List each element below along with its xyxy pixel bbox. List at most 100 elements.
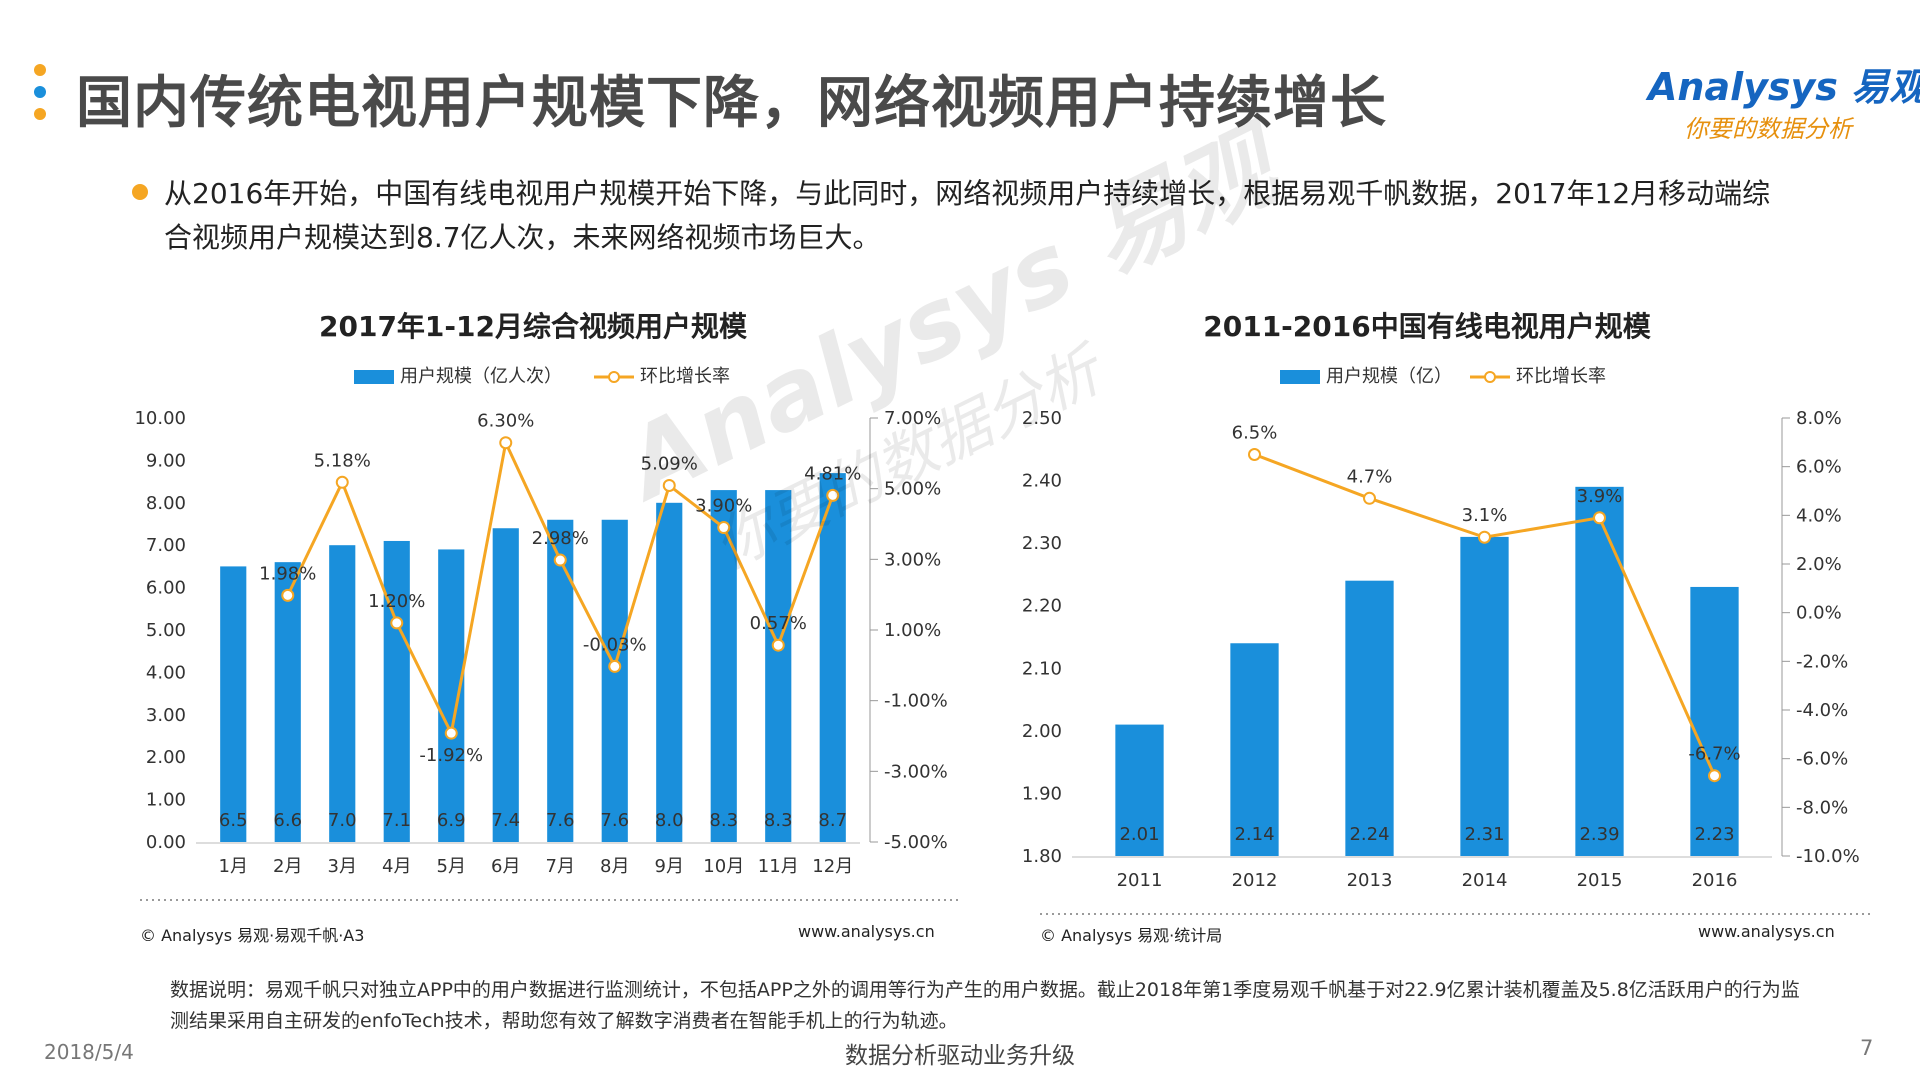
chart-title: 2017年1-12月综合视频用户规模	[319, 310, 748, 343]
summary-text: 从2016年开始，中国有线电视用户规模开始下降，与此同时，网络视频用户持续增长，…	[164, 177, 1771, 254]
bar-value-label: 7.6	[546, 810, 575, 831]
y-left-tick: 2.00	[1022, 721, 1062, 742]
bar-value-label: 2.24	[1349, 824, 1389, 845]
legend-bar-label: 用户规模（亿人次）	[400, 366, 562, 387]
bar-value-label: 8.7	[818, 810, 847, 831]
x-tick: 7月	[546, 856, 575, 877]
x-tick: 2016	[1692, 870, 1738, 891]
growth-label: -6.7%	[1688, 744, 1740, 765]
y-left-tick: 2.30	[1022, 533, 1062, 554]
bar	[329, 545, 356, 842]
legend-bar-swatch	[1280, 370, 1320, 384]
x-tick: 11月	[758, 856, 799, 877]
y-left-tick: 2.20	[1022, 596, 1062, 617]
x-tick: 3月	[328, 856, 357, 877]
growth-label: 1.20%	[368, 591, 425, 612]
x-tick: 4月	[382, 856, 411, 877]
growth-label: 1.98%	[259, 563, 316, 584]
bar	[1345, 580, 1394, 856]
y-left-tick: 1.80	[1022, 846, 1062, 867]
y-right-tick: 6.0%	[1796, 457, 1842, 478]
bar-value-label: 6.6	[273, 810, 302, 831]
growth-point	[335, 475, 349, 489]
bar-value-label: 6.5	[219, 810, 248, 831]
growth-label: 5.09%	[641, 453, 698, 474]
bar	[601, 519, 628, 842]
y-left-tick: 5.00	[146, 620, 186, 641]
x-tick: 2014	[1462, 870, 1508, 891]
bar-value-label: 8.3	[709, 810, 738, 831]
x-tick: 12月	[812, 856, 853, 877]
legend-line-marker	[608, 371, 620, 383]
bar	[1575, 486, 1624, 856]
bar	[492, 528, 519, 842]
bar	[438, 549, 465, 842]
growth-label: 4.81%	[804, 463, 861, 484]
growth-label: 0.57%	[750, 613, 807, 634]
x-tick: 10月	[703, 856, 744, 877]
dot-orange-bottom	[34, 108, 46, 120]
x-tick: 5月	[437, 856, 466, 877]
bullet-dot-icon	[132, 184, 148, 200]
y-right-tick: 3.00%	[884, 549, 941, 570]
growth-label: 3.90%	[695, 496, 752, 517]
chart2-source: © Analysys 易观·统计局	[1040, 926, 1223, 945]
x-tick: 2015	[1577, 870, 1623, 891]
y-right-tick: -6.0%	[1796, 749, 1848, 770]
x-tick: 8月	[600, 856, 629, 877]
y-left-tick: 9.00	[146, 450, 186, 471]
bar-value-label: 7.6	[600, 810, 629, 831]
y-left-tick: 3.00	[146, 705, 186, 726]
growth-point	[1363, 491, 1376, 505]
bar-value-label: 6.9	[437, 810, 466, 831]
growth-label: -1.92%	[419, 745, 483, 766]
chart1-source: © Analysys 易观·易观千帆·A3	[140, 926, 365, 945]
bar-value-label: 2.14	[1234, 824, 1274, 845]
analysys-logo: Analysys 易观 你要的数据分析	[1648, 56, 1920, 144]
bar	[1690, 586, 1739, 856]
growth-label: 6.30%	[477, 411, 534, 432]
y-left-tick: 4.00	[146, 662, 186, 683]
logo-tagline: 你要的数据分析	[1684, 115, 1852, 143]
y-right-tick: -8.0%	[1796, 797, 1848, 818]
y-right-tick: -2.0%	[1796, 651, 1848, 672]
y-right-tick: 2.0%	[1796, 554, 1842, 575]
y-right-tick: 0.0%	[1796, 603, 1842, 624]
bar-value-label: 7.0	[328, 810, 357, 831]
bar	[1115, 724, 1164, 856]
growth-point	[390, 616, 404, 630]
chart2-website: www.analysys.cn	[1698, 922, 1835, 941]
bar	[547, 519, 574, 842]
growth-label: -0.03%	[583, 634, 647, 655]
growth-point	[717, 521, 731, 535]
legend-line-label: 环比增长率	[640, 366, 730, 387]
bar-value-label: 2.39	[1579, 824, 1619, 845]
x-tick: 2011	[1117, 870, 1163, 891]
x-tick: 9月	[655, 856, 684, 877]
growth-point	[826, 488, 840, 502]
page-number: 7	[1860, 1036, 1874, 1060]
title-dots	[34, 64, 50, 130]
growth-point	[771, 638, 785, 652]
bar	[274, 562, 301, 842]
x-tick: 6月	[491, 856, 520, 877]
footer-date: 2018/5/4	[44, 1040, 134, 1064]
data-footnote: 数据说明：易观千帆只对独立APP中的用户数据进行监测统计，不包括APP之外的调用…	[170, 979, 1800, 1032]
y-right-tick: -1.00%	[884, 691, 948, 712]
growth-point	[1593, 511, 1606, 525]
y-right-tick: 1.00%	[884, 620, 941, 641]
y-left-tick: 1.00	[146, 790, 186, 811]
growth-label: 3.9%	[1577, 486, 1623, 507]
bar	[819, 473, 846, 842]
growth-label: 3.1%	[1462, 505, 1508, 526]
legend-line-label: 环比增长率	[1516, 366, 1606, 387]
bar	[1460, 536, 1509, 856]
chart1-website: www.analysys.cn	[798, 922, 935, 941]
summary-bullet: 从2016年开始，中国有线电视用户规模开始下降，与此同时，网络视频用户持续增长，…	[132, 172, 1798, 260]
dot-orange-top	[34, 64, 46, 76]
y-left-tick: 2.00	[146, 747, 186, 768]
legend-line-marker	[1484, 371, 1496, 383]
bar-value-label: 2.01	[1119, 824, 1159, 845]
y-left-tick: 0.00	[146, 832, 186, 853]
